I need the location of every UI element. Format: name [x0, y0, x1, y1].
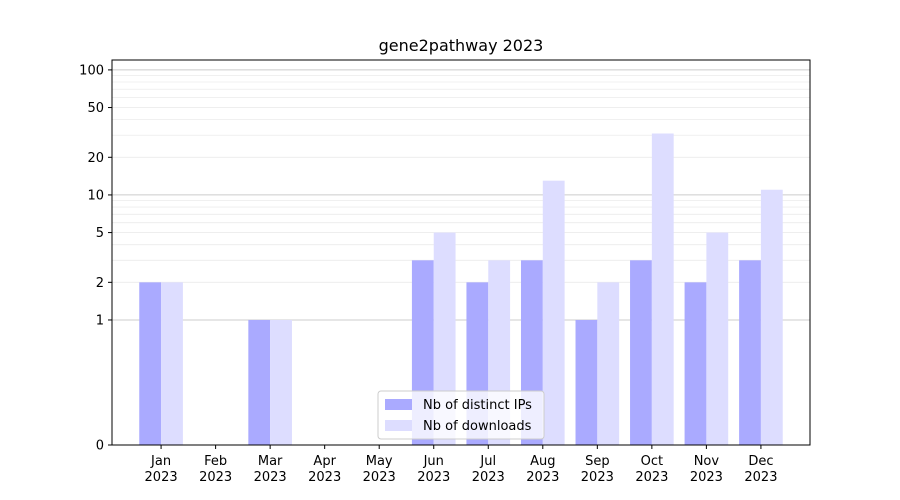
- y-tick-label: 10: [87, 188, 104, 203]
- bar-distinct-ips: [575, 319, 598, 445]
- bar-downloads: [270, 319, 292, 445]
- y-tick-label: 2: [96, 276, 104, 291]
- x-tick-label: May 2023: [363, 454, 396, 485]
- x-tick-label: Sep 2023: [581, 454, 614, 485]
- bar-distinct-ips: [739, 260, 761, 445]
- legend-swatch: [385, 399, 412, 410]
- bar-downloads: [706, 232, 729, 445]
- legend: Nb of distinct IPs Nb of downloads: [377, 390, 545, 440]
- bars: [139, 133, 783, 445]
- legend-label: Nb of distinct IPs: [423, 398, 532, 413]
- x-tick-label: Feb 2023: [199, 454, 232, 485]
- y-tick-label: 1: [96, 313, 104, 328]
- bar-downloads: [542, 180, 565, 445]
- y-tick-label: 0: [96, 439, 104, 454]
- bar-distinct-ips: [630, 260, 652, 445]
- grid-lines: [112, 69, 810, 321]
- bar-distinct-ips: [248, 319, 271, 445]
- x-tick-label: Jun 2023: [417, 454, 450, 485]
- bar-downloads: [651, 133, 674, 445]
- bar-distinct-ips: [139, 282, 162, 445]
- y-tick-label: 50: [87, 101, 104, 116]
- legend-swatch: [385, 420, 412, 431]
- bar-downloads: [760, 189, 783, 445]
- x-tick-label: Jan 2023: [145, 454, 178, 485]
- x-tick-label: Jul 2023: [472, 454, 505, 485]
- x-tick-label: Mar 2023: [254, 454, 287, 485]
- x-tick-label: Aug 2023: [526, 454, 559, 485]
- x-tick-label: Oct 2023: [635, 454, 668, 485]
- axes: 0 1 2 5 10 20 50 100 Jan 2023 Feb 2023 Mar 2023 Apr 202…: [79, 59, 811, 485]
- legend-box: [377, 390, 545, 440]
- legend-label: Nb of downloads: [423, 419, 532, 434]
- x-tick-label: Apr 2023: [308, 454, 341, 485]
- bar-downloads: [597, 282, 620, 445]
- chart-title: gene2pathway 2023: [379, 36, 544, 55]
- plot-frame: [111, 59, 811, 446]
- bar-distinct-ips: [684, 282, 707, 445]
- x-tick-label: Nov 2023: [690, 454, 723, 485]
- y-tick-label: 20: [87, 151, 104, 166]
- x-tick-label: Dec 2023: [744, 454, 777, 485]
- bar-downloads: [161, 282, 183, 445]
- y-tick-label: 5: [96, 226, 104, 241]
- y-tick-label: 100: [79, 63, 104, 78]
